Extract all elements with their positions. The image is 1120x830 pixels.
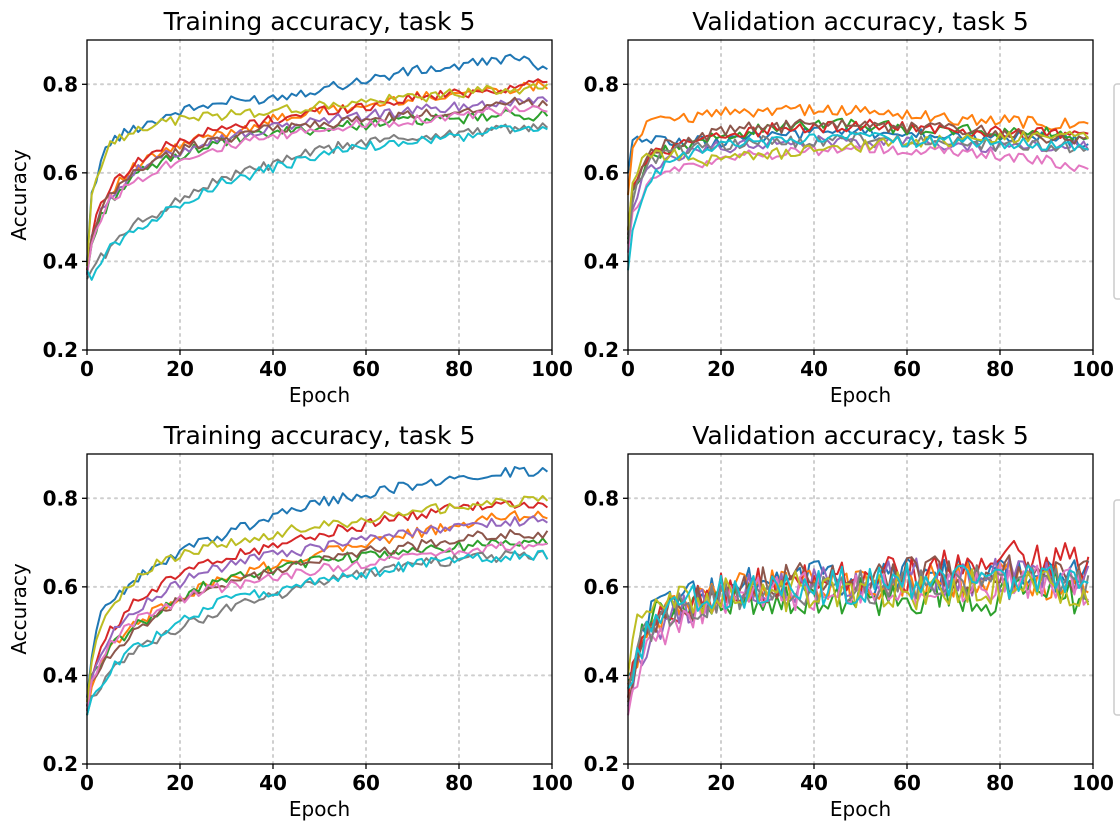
series-line-1 [86, 466, 549, 698]
plot-frame [86, 453, 553, 765]
x-tick-label: 80 [986, 357, 1014, 381]
panel-training-accuracy-1: Training accuracy, task 5 Accuracy Epoch… [7, 7, 573, 407]
series-line-6 [86, 529, 549, 707]
series-line-7 [86, 540, 548, 712]
x-tick-label: 0 [621, 357, 635, 381]
chart-title: Training accuracy, task 5 [163, 7, 476, 36]
series-line-7 [86, 104, 548, 275]
x-tick-label: 100 [1072, 771, 1114, 795]
y-tick-label: 0.2 [584, 752, 619, 776]
x-axis-label: Epoch [289, 383, 350, 407]
y-tick-label: 0.4 [43, 249, 78, 273]
x-tick-label: 0 [80, 771, 94, 795]
x-tick-label: 60 [352, 357, 380, 381]
plot-frame [627, 39, 1094, 351]
y-tick-label: 0.4 [584, 663, 619, 687]
legend-box-clipped [1113, 83, 1120, 300]
series-line-10 [627, 562, 1089, 690]
series-line-5 [86, 515, 548, 707]
panel-training-accuracy-2: Training accuracy, task 5 Accuracy Epoch… [7, 421, 573, 821]
y-tick-label: 0.6 [43, 161, 78, 185]
series-line-10 [86, 124, 548, 281]
x-tick-label: 40 [800, 357, 828, 381]
series-line-1 [86, 53, 548, 262]
x-axis-label: Epoch [289, 797, 350, 821]
x-tick-label: 40 [800, 771, 828, 795]
x-axis-label: Epoch [830, 383, 891, 407]
plot-area: 0 20 40 60 80 100 0.2 0.4 0.6 0.8 [584, 39, 1114, 381]
x-tick-label: 80 [445, 357, 473, 381]
y-tick-label: 0.8 [584, 486, 619, 510]
legend-box-clipped [1113, 499, 1120, 716]
series-line-10 [627, 131, 1089, 271]
y-tick-label: 0.8 [43, 72, 78, 96]
series-line-3 [86, 109, 549, 275]
x-tick-label: 20 [707, 357, 735, 381]
x-tick-label: 0 [80, 357, 94, 381]
y-tick-label: 0.2 [584, 338, 619, 362]
x-tick-label: 100 [1072, 357, 1114, 381]
x-tick-label: 100 [531, 357, 573, 381]
series-line-7 [627, 562, 1090, 716]
plot-area: 0 20 40 60 80 100 0.2 0.4 0.6 0.8 [43, 453, 573, 795]
y-tick-label: 0.8 [43, 486, 78, 510]
y-axis-label: Accuracy [7, 563, 31, 654]
x-tick-label: 20 [707, 771, 735, 795]
x-tick-label: 80 [986, 771, 1014, 795]
x-axis-label: Epoch [830, 797, 891, 821]
y-axis-label: Accuracy [7, 149, 31, 240]
y-tick-label: 0.6 [584, 161, 619, 185]
y-tick-label: 0.4 [43, 663, 78, 687]
series-line-7 [627, 140, 1089, 253]
y-tick-label: 0.2 [43, 338, 78, 362]
x-tick-label: 40 [259, 357, 287, 381]
series-line-10 [86, 549, 549, 716]
series-line-6 [86, 96, 549, 275]
series-line-5 [627, 134, 1090, 244]
y-tick-label: 0.4 [584, 249, 619, 273]
x-tick-label: 60 [352, 771, 380, 795]
x-tick-label: 20 [166, 357, 194, 381]
chart-title: Validation accuracy, task 5 [692, 7, 1029, 36]
y-tick-label: 0.6 [584, 575, 619, 599]
chart-title: Training accuracy, task 5 [163, 421, 476, 450]
y-tick-label: 0.6 [43, 575, 78, 599]
x-tick-label: 100 [531, 771, 573, 795]
plot-area: 0 20 40 60 80 100 0.2 0.4 0.6 0.8 [43, 39, 573, 381]
series-line-1 [627, 557, 1090, 677]
series-line-9 [86, 83, 549, 266]
series-line-2 [627, 103, 1089, 196]
plot-frame [86, 39, 553, 351]
x-tick-label: 60 [893, 771, 921, 795]
chart-title: Validation accuracy, task 5 [692, 421, 1029, 450]
series-line-9 [86, 495, 549, 703]
panel-validation-accuracy-1: Validation accuracy, task 5 Epoch 0 20 40 6… [584, 7, 1114, 407]
x-tick-label: 80 [445, 771, 473, 795]
series-line-9 [627, 130, 1090, 231]
x-tick-label: 60 [893, 357, 921, 381]
x-tick-label: 40 [259, 771, 287, 795]
y-tick-label: 0.2 [43, 752, 78, 776]
plot-area: 0 20 40 60 80 100 0.2 0.4 0.6 0.8 [584, 453, 1114, 795]
plot-frame [627, 453, 1094, 765]
y-tick-label: 0.8 [584, 72, 619, 96]
series-line-4 [86, 78, 548, 271]
x-tick-label: 0 [621, 771, 635, 795]
series-line-8 [86, 122, 549, 280]
x-tick-label: 20 [166, 771, 194, 795]
panel-validation-accuracy-2: Validation accuracy, task 5 Epoch 0 20 40 6… [584, 421, 1114, 821]
